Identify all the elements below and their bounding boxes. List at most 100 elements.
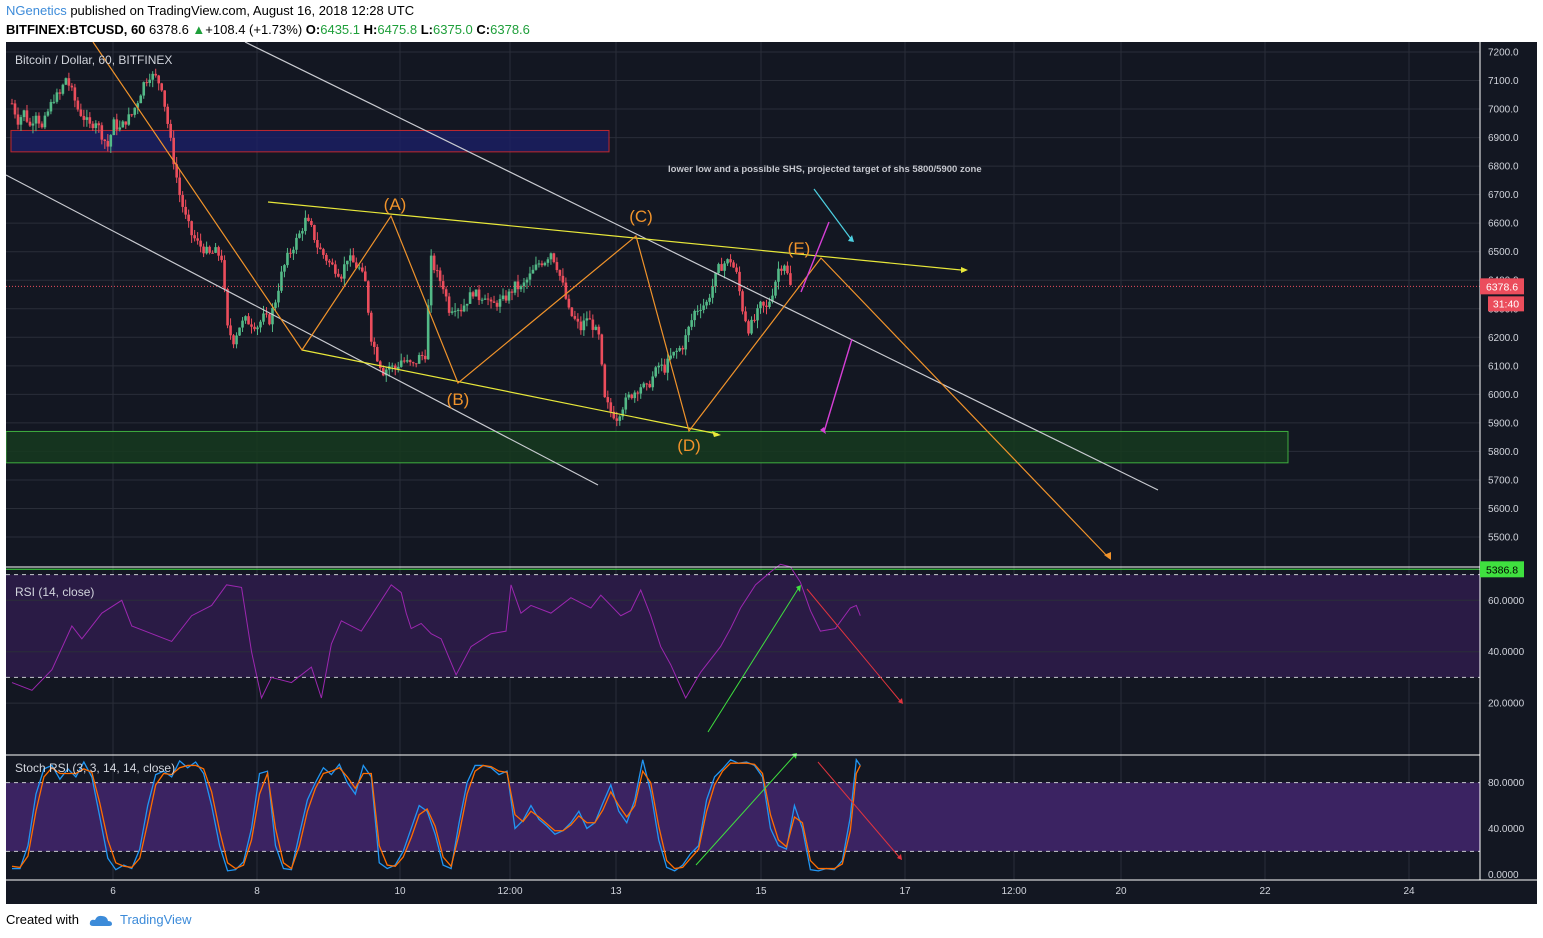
- price-tick-label: 5500.0: [1488, 533, 1519, 544]
- candle-body: [783, 265, 786, 271]
- price-tick-label: 5800.0: [1488, 447, 1519, 458]
- candle-body: [630, 394, 634, 399]
- candle-body: [735, 267, 738, 272]
- publish-info: NGenetics published on TradingView.com, …: [6, 3, 414, 18]
- candle-body: [199, 240, 202, 247]
- candle-body: [762, 301, 765, 306]
- candle-body: [262, 313, 265, 322]
- candle-body: [405, 360, 409, 362]
- candle-body: [576, 318, 580, 322]
- candle-body: [178, 177, 181, 196]
- candle-body: [702, 305, 705, 310]
- candle-body: [70, 85, 74, 88]
- candle-body: [606, 397, 610, 403]
- candle-body: [283, 265, 286, 272]
- candle-body: [396, 366, 400, 370]
- candle-body: [684, 335, 687, 350]
- candle-body: [741, 291, 744, 312]
- candle-body: [645, 383, 649, 385]
- candle-body: [10, 103, 14, 105]
- rsi-band: [6, 574, 1480, 678]
- x-tick-label: 22: [1259, 886, 1271, 897]
- candle-body: [88, 117, 92, 124]
- candle-body: [711, 286, 714, 298]
- candle-body: [423, 355, 427, 360]
- candle-body: [582, 320, 586, 331]
- candle-body: [310, 220, 313, 226]
- candle-body: [531, 269, 535, 274]
- candle-body: [91, 123, 95, 129]
- close-label: C:: [476, 22, 491, 37]
- candle-body: [450, 311, 454, 313]
- candle-body: [738, 271, 741, 292]
- candle-body: [579, 321, 583, 331]
- candle-body: [280, 271, 283, 291]
- wave-label: (C): [629, 207, 653, 226]
- candle-body: [546, 259, 550, 263]
- candle-body: [591, 319, 595, 330]
- candle-body: [513, 281, 517, 293]
- stoch-divergence-arrow: [695, 755, 795, 866]
- candle-body: [672, 351, 675, 356]
- candle-body: [699, 309, 702, 311]
- candle-body: [468, 292, 472, 304]
- last-price: 6378.6: [149, 22, 189, 37]
- candle-body: [85, 117, 89, 120]
- candle-body: [244, 316, 247, 321]
- candle-body: [549, 253, 553, 260]
- candle-body: [498, 299, 502, 307]
- candle-body: [298, 233, 301, 238]
- candle-body: [172, 137, 175, 165]
- candle-body: [366, 281, 370, 313]
- candle-body: [393, 365, 397, 370]
- candle-body: [390, 365, 394, 367]
- wave-label: (A): [384, 195, 407, 214]
- candle-body: [295, 237, 298, 250]
- candle-body: [480, 299, 484, 301]
- price-change: +108.4 (+1.73%): [205, 22, 303, 37]
- candle-body: [525, 279, 529, 283]
- candle-body: [346, 260, 349, 265]
- candle-body: [130, 114, 134, 116]
- candle-body: [322, 249, 325, 255]
- candle-body: [489, 299, 493, 302]
- candle-body: [19, 117, 23, 125]
- wave-label: (D): [677, 436, 701, 455]
- candle-body: [49, 102, 53, 112]
- target-price-badge-text: 5386.8: [1486, 564, 1518, 576]
- candle-body: [328, 260, 331, 263]
- candle-body: [696, 310, 699, 312]
- red-arrowhead: [898, 698, 903, 704]
- price-tick-label: 6800.0: [1488, 162, 1519, 173]
- tradingview-link[interactable]: TradingView: [120, 912, 192, 927]
- candle-body: [349, 255, 352, 261]
- chart-canvas[interactable]: 6 8 10 12:00 13 15 17 12:00 20 22 24 7200.0 7100.0 70…: [6, 42, 1537, 904]
- candle-body: [64, 78, 68, 85]
- candle-body: [184, 206, 187, 215]
- candle-body: [636, 392, 640, 394]
- high-label: H:: [363, 22, 378, 37]
- candle-body: [678, 348, 681, 351]
- candle-body: [268, 314, 271, 325]
- stoch-rsi-title: Stoch RSI (3, 3, 14, 14, close): [15, 761, 175, 775]
- candle-body: [43, 115, 47, 128]
- candle-body: [510, 291, 514, 293]
- x-tick-label: 12:00: [497, 886, 522, 897]
- candle-body: [103, 139, 107, 142]
- stoch-band: [6, 782, 1480, 852]
- candle-body: [654, 367, 658, 377]
- candle-body: [399, 360, 403, 367]
- candle-body: [154, 73, 158, 76]
- candle-body: [381, 367, 385, 376]
- author-link[interactable]: NGenetics: [6, 3, 67, 18]
- candle-body: [304, 217, 307, 232]
- countdown-badge-text: 31:40: [1493, 298, 1519, 310]
- candle-body: [408, 360, 412, 363]
- candle-body: [384, 369, 388, 376]
- chart-frame[interactable]: 6 8 10 12:00 13 15 17 12:00 20 22 24 7200.0 7100.0 70…: [6, 42, 1537, 904]
- red-arrowhead: [897, 854, 902, 860]
- candle-body: [690, 320, 693, 327]
- stoch-divergence-arrow: [817, 761, 901, 859]
- candle-body: [100, 125, 104, 140]
- candle-body: [121, 121, 125, 128]
